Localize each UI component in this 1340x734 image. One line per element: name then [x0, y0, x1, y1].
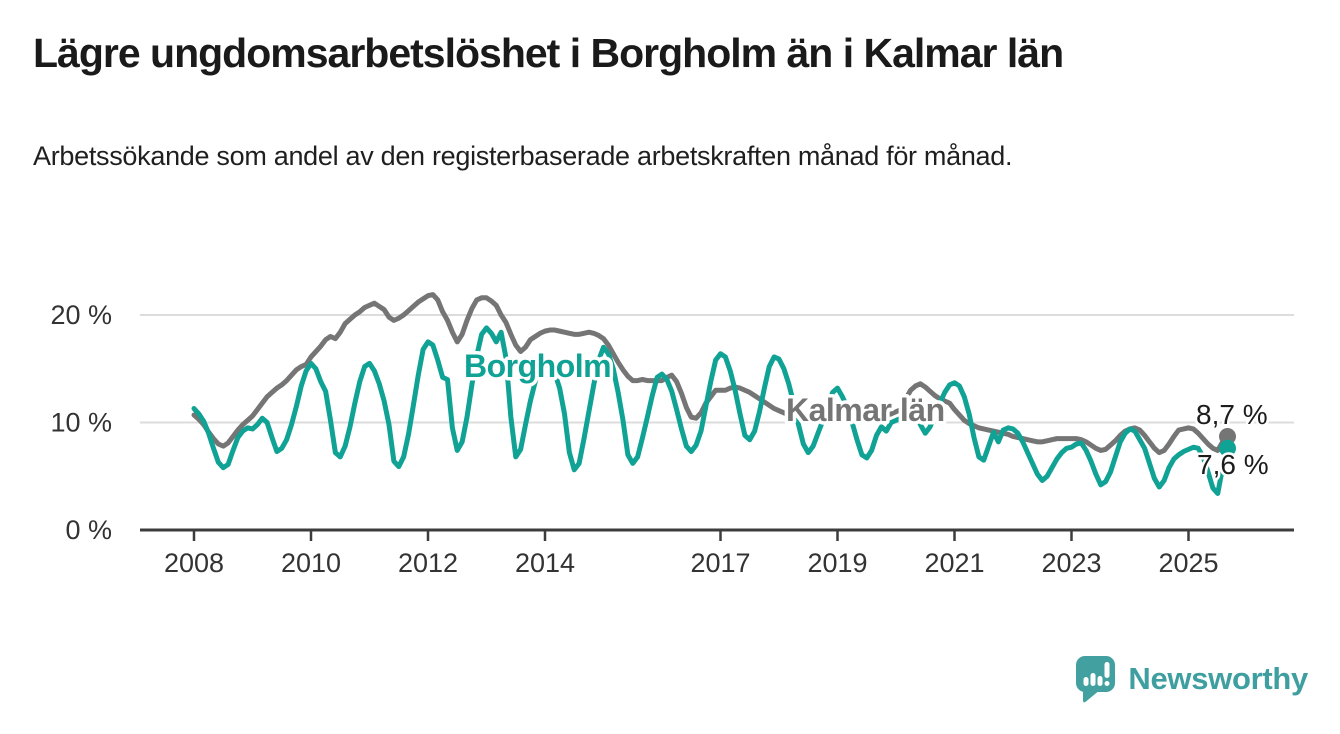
kalmar-l-n-line: [191, 292, 1230, 456]
series-label-borgholm: Borgholm: [464, 348, 611, 384]
borgholm-end-dot: [1219, 439, 1236, 457]
x-tick-label-2021: 2021: [924, 548, 984, 578]
borgholm-line: [191, 325, 1230, 496]
end-value-label-0: 8,7 %: [1196, 399, 1268, 430]
newsworthy-logo-text: Newsworthy: [1128, 661, 1308, 696]
x-tick-label-2017: 2017: [690, 548, 750, 578]
y-tick-label-20: 20 %: [50, 300, 112, 330]
x-tick-label-2025: 2025: [1158, 548, 1218, 578]
x-tick-label-2012: 2012: [398, 548, 458, 578]
newsworthy-logo-icon: [1076, 656, 1116, 703]
logo-bars-glyph: [1083, 662, 1110, 686]
logo-exclamation-bar: [1104, 662, 1110, 678]
page-subtitle: Arbetssökande som andel av den registerb…: [33, 141, 1013, 171]
page-title: Lägre ungdomsarbetslöshet i Borgholm än …: [33, 30, 1064, 76]
newsworthy-logo: Newsworthy: [1075, 655, 1308, 703]
x-tick-label-2008: 2008: [164, 548, 224, 578]
x-tick-label-2010: 2010: [281, 548, 341, 578]
x-tick-label-2019: 2019: [807, 548, 867, 578]
x-tick-label-2023: 2023: [1041, 548, 1101, 578]
y-tick-label-0: 0 %: [65, 515, 112, 545]
logo-exclamation-dot: [1104, 681, 1110, 686]
x-tick-label-2014: 2014: [515, 548, 575, 578]
kalmar-l-n-end-dot: [1219, 427, 1236, 445]
series-label-kalmar-l-n: Kalmar län: [786, 392, 945, 428]
end-value-label-1: 7,6 %: [1197, 449, 1269, 480]
y-tick-label-10: 10 %: [50, 408, 112, 438]
